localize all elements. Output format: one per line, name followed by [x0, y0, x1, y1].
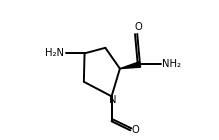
Text: H₂N: H₂N: [45, 48, 64, 58]
Text: NH₂: NH₂: [162, 60, 182, 69]
Text: O: O: [132, 125, 140, 135]
Text: N: N: [110, 95, 117, 105]
Polygon shape: [120, 62, 141, 69]
Text: O: O: [134, 22, 142, 32]
